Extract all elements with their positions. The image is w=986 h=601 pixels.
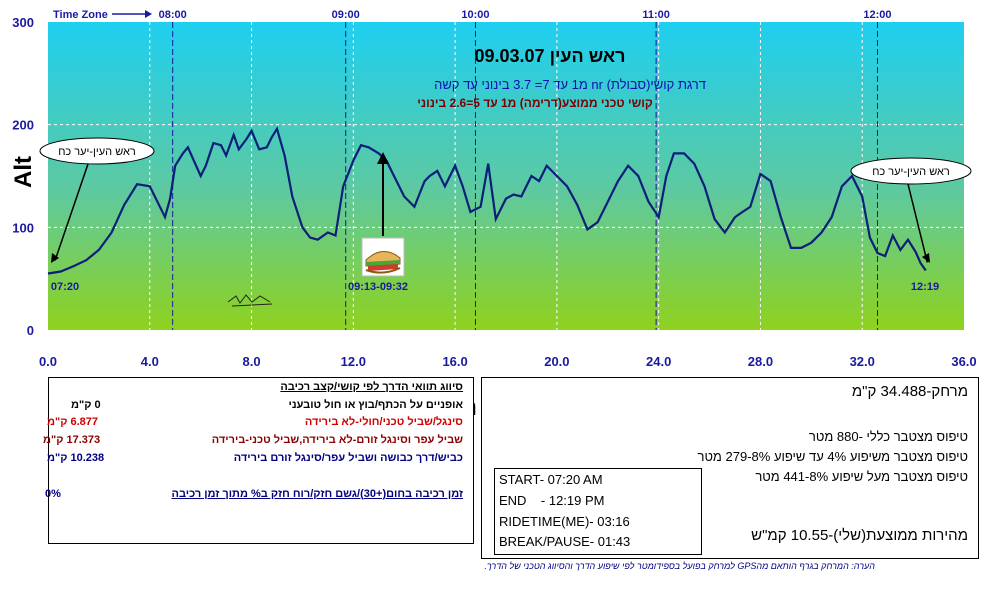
x-tick-label: 0.0 <box>39 354 57 369</box>
legend-row-text: אופניים על הכתף/בוץ או חול טובעני <box>288 399 463 411</box>
end-time: END - 12:19 PM <box>499 493 605 508</box>
y-tick-label: 0 <box>27 323 34 338</box>
x-tick-label: 16.0 <box>442 354 467 369</box>
break-arrowhead <box>377 152 389 164</box>
legend-row-text: כביש/דרך כבושה ושביל עפר/סינגל זורם בירי… <box>233 452 463 464</box>
start-callout-arrow <box>54 163 89 261</box>
time-tick-label: 11:00 <box>642 9 670 21</box>
legend-header: סיווג תוואי הדרך לפי קושי/קצב רכיבה <box>280 381 463 393</box>
legend-row-text: שביל עפר וסינגל זורם-לא בירידה,שביל טכני… <box>211 434 463 446</box>
terrain-legend-box: סיווג תוואי הדרך לפי קושי/קצב רכיבה אופנ… <box>43 377 474 544</box>
avg-speed-stat: מהירות ממוצעת(שלי)-10.55 קמ"ש <box>751 527 968 544</box>
start-time: START- 07:20 AM <box>499 472 603 487</box>
chart-subtitle-2: קושי טכני ממוצע(דרימה) מ1 עד 5=2.6 בינונ… <box>417 96 653 110</box>
end-callout-text: ראש העין-יער כח <box>872 166 950 178</box>
time-tick-label: 08:00 <box>159 9 187 21</box>
time-tick-label: 09:00 <box>332 9 360 21</box>
x-tick-label: 36.0 <box>951 354 976 369</box>
start-arrowhead <box>51 253 59 263</box>
altitude-series-line <box>47 126 927 275</box>
weather-percentage-value: 0% <box>45 488 61 500</box>
x-tick-label: 28.0 <box>748 354 773 369</box>
legend-row-value: 0 ק"מ <box>71 399 101 411</box>
time-tick-label: 10:00 <box>461 9 489 21</box>
chart-subtitle-1: דרגת קושי(סבולת) nr מ1 עד 7= 3.7 בינוני … <box>434 77 706 92</box>
start-callout-bubble <box>39 137 155 165</box>
climb-total-stat: טיפוס מצטבר כללי -880 מטר <box>808 429 968 444</box>
end-arrowhead <box>922 253 930 263</box>
end-callout-bubble <box>850 157 972 185</box>
x-tick-label: 8.0 <box>243 354 261 369</box>
plot-area <box>48 22 964 330</box>
break-time: BREAK/PAUSE- 01:43 <box>499 534 631 549</box>
start-callout-text: ראש העין-יער כח <box>58 146 136 158</box>
break-time-label: 09:13-09:32 <box>348 281 408 293</box>
ride-times-box: START- 07:20 AM END - 12:19 PM RIDETIME(… <box>494 468 702 555</box>
x-tick-label: 4.0 <box>141 354 159 369</box>
legend-row-value: 6.877 ק"מ <box>47 416 98 428</box>
x-tick-label: 12.0 <box>341 354 366 369</box>
y-tick-label: 300 <box>12 15 34 30</box>
legend-row-value: 17.373 ק"מ <box>43 434 101 446</box>
climb-over-8-stat: טיפוס מצטבר מעל שיפוע 8%-441 מטר <box>755 469 968 484</box>
legend-row-text: סינגל/שביל טכני/חולי-לא בירידה <box>304 416 463 428</box>
chart-title: ראש העין 09.03.07 <box>474 46 625 66</box>
start-time-label: 07:20 <box>51 281 79 293</box>
ride-time: RIDETIME(ME)- 03:16 <box>499 514 630 529</box>
x-tick-label: 24.0 <box>646 354 671 369</box>
sandwich-icon <box>361 237 405 277</box>
legend-row-value: 10.238 ק"מ <box>47 452 105 464</box>
time-zone-arrowhead <box>145 10 152 18</box>
y-axis-label: Alt <box>10 156 37 188</box>
signature-mark <box>227 294 273 307</box>
x-tick-label: 32.0 <box>850 354 875 369</box>
weather-percentage-text: זמן רכיבה בחום(+30)/גשם חזק/רוח חזק ב% מ… <box>171 488 463 500</box>
distance-stat: מרחק-34.488 ק"מ <box>851 383 968 400</box>
end-time-label: 12:19 <box>911 281 939 293</box>
altitude-chart: Time Zone 08:00 09:00 10:00 11:00 12:00 0.0 4.… <box>12 9 976 369</box>
x-tick-label: 20.0 <box>544 354 569 369</box>
end-callout-arrow <box>907 183 929 263</box>
y-tick-label: 200 <box>12 118 34 133</box>
time-zone-label: Time Zone <box>53 9 108 21</box>
footnote: הערה: המרחק בגרף הותאם מהGPS למרחק בפועל… <box>484 561 875 571</box>
y-tick-label: 100 <box>12 220 34 235</box>
climb-4-8-stat: טיפוס מצטבר משיפוע 4% עד שיפוע 8%-279 מט… <box>697 449 969 464</box>
time-tick-label: 12:00 <box>863 9 891 21</box>
